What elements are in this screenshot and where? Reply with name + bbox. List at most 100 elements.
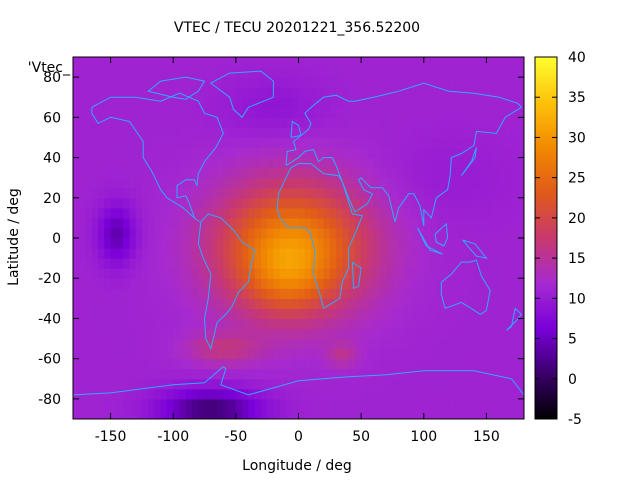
heat-cell — [204, 87, 212, 98]
heat-cell — [442, 348, 450, 360]
heat-cell — [342, 348, 350, 360]
heat-cell — [398, 258, 406, 269]
heat-cell — [317, 97, 325, 108]
heat-cell — [292, 77, 300, 88]
heat-cell — [417, 87, 425, 98]
heat-cell — [404, 157, 412, 169]
heat-cell — [342, 368, 350, 380]
heat-cell — [223, 57, 231, 68]
heat-cell — [517, 328, 524, 340]
heat-cell — [260, 408, 268, 419]
heat-cell — [73, 167, 80, 179]
heat-cell — [79, 147, 87, 159]
heat-cell — [442, 378, 450, 390]
heat-cell — [517, 67, 524, 78]
heat-cell — [123, 308, 130, 320]
heat-cell — [166, 358, 174, 370]
heat-cell — [480, 197, 488, 209]
heat-cell — [192, 278, 199, 289]
heat-cell — [430, 107, 437, 118]
heat-cell — [298, 217, 306, 229]
heat-cell — [279, 278, 287, 289]
heat-cell — [486, 57, 494, 68]
heat-cell — [436, 278, 444, 289]
heat-cell — [185, 348, 193, 360]
heat-cell — [511, 157, 519, 169]
heat-cell — [342, 197, 350, 209]
heat-cell — [517, 197, 524, 209]
heat-cell — [417, 318, 425, 330]
heat-cell — [317, 77, 325, 88]
heat-cell — [254, 57, 262, 68]
heat-cell — [311, 278, 318, 289]
heat-cell — [486, 248, 494, 259]
heat-cell — [311, 298, 318, 309]
heat-cell — [317, 328, 325, 340]
heat-cell — [311, 338, 318, 350]
heat-cell — [148, 127, 156, 139]
heat-cell — [342, 388, 350, 400]
heat-cell — [304, 167, 312, 179]
heat-cell — [254, 117, 262, 128]
heat-cell — [373, 67, 381, 78]
heat-cell — [336, 207, 343, 219]
heat-cell — [317, 378, 325, 390]
heat-cell — [423, 217, 431, 229]
heat-cell — [361, 328, 368, 340]
y-tick-label: -20 — [38, 271, 61, 287]
heat-cell — [304, 127, 312, 139]
heat-cell — [455, 338, 462, 350]
heat-cell — [386, 318, 394, 330]
heat-cell — [279, 57, 287, 68]
heat-cell — [379, 278, 387, 289]
heat-cell — [104, 368, 112, 380]
heat-cell — [141, 217, 149, 229]
heat-cell — [298, 248, 306, 259]
heat-cell — [323, 368, 331, 380]
heat-cell — [442, 278, 450, 289]
heat-cell — [292, 57, 300, 68]
heat-cell — [379, 167, 387, 179]
heat-cell — [517, 278, 524, 289]
heat-cell — [73, 127, 80, 139]
heat-cell — [104, 57, 112, 68]
heat-cell — [505, 248, 513, 259]
heat-cell — [473, 338, 481, 350]
heat-cell — [298, 378, 306, 390]
heat-cell — [135, 298, 143, 309]
heat-cell — [210, 398, 218, 410]
heat-cell — [141, 398, 149, 410]
heat-cell — [85, 278, 93, 289]
heat-cell — [223, 177, 231, 189]
heat-cell — [511, 248, 519, 259]
heat-cell — [354, 137, 362, 149]
heat-cell — [192, 388, 199, 400]
heat-cell — [505, 197, 513, 209]
heat-cell — [98, 207, 105, 219]
heat-cell — [192, 217, 199, 229]
heat-cell — [185, 67, 193, 78]
heat-cell — [173, 127, 181, 139]
heat-cell — [354, 117, 362, 128]
heat-cell — [323, 67, 331, 78]
heat-cell — [448, 408, 456, 419]
heat-cell — [379, 177, 387, 189]
heat-cell — [166, 227, 174, 239]
heat-cell — [398, 328, 406, 340]
heat-cell — [367, 238, 375, 249]
heat-cell — [235, 298, 243, 309]
heat-cell — [91, 268, 99, 279]
heat-cell — [473, 318, 481, 330]
heat-cell — [329, 288, 337, 299]
heat-cell — [486, 67, 494, 78]
heat-cell — [116, 238, 124, 249]
heat-cell — [116, 338, 124, 350]
heat-cell — [317, 107, 325, 118]
heat-cell — [517, 298, 524, 309]
heat-cell — [173, 238, 181, 249]
heat-cell — [110, 67, 118, 78]
heat-cell — [160, 348, 168, 360]
heat-cell — [505, 388, 513, 400]
heat-cell — [492, 298, 500, 309]
heat-cell — [417, 117, 425, 128]
